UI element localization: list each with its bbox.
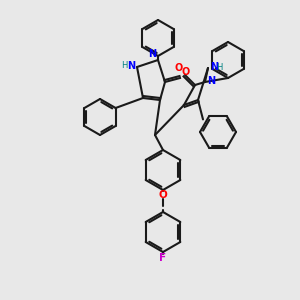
- Text: N: N: [210, 62, 218, 72]
- Text: N: N: [127, 61, 135, 71]
- Text: H: H: [216, 62, 222, 71]
- Text: N: N: [207, 76, 215, 86]
- Text: H: H: [122, 61, 128, 70]
- Text: O: O: [175, 63, 183, 73]
- Text: N: N: [148, 49, 156, 59]
- Text: O: O: [182, 67, 190, 77]
- Text: F: F: [159, 253, 167, 263]
- Text: O: O: [159, 190, 167, 200]
